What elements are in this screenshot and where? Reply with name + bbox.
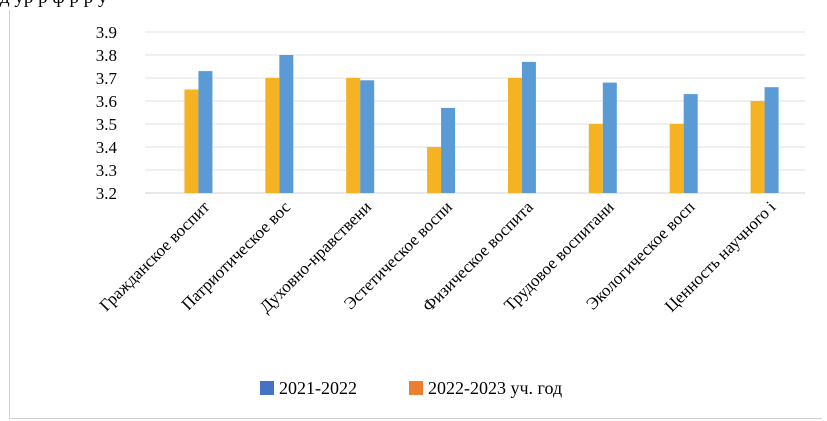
bar <box>521 61 536 194</box>
bar-chart: 3.2 3.3 3.4 3.5 3.6 3.7 3.8 3.9 Гражданское вос… <box>96 23 805 398</box>
y-tick-label: 3.4 <box>96 138 118 157</box>
y-tick-label: 3.3 <box>96 161 117 180</box>
bar <box>750 101 765 193</box>
bar <box>265 78 280 193</box>
y-tick-label: 3.7 <box>96 69 118 88</box>
cut-off-heading-text: д ур р ф р р у <box>0 0 827 11</box>
bar <box>198 71 213 193</box>
gridlines <box>145 31 805 194</box>
y-tick-label: 3.8 <box>96 46 117 65</box>
bar <box>279 55 294 193</box>
chart-frame: 3.2 3.3 3.4 3.5 3.6 3.7 3.8 3.9 Гражданское вос… <box>9 10 822 419</box>
y-tick-label: 3.2 <box>96 184 117 203</box>
bar <box>441 107 456 193</box>
bars <box>184 55 779 194</box>
bar <box>360 80 375 193</box>
legend-swatch <box>260 381 274 395</box>
bar <box>683 94 698 193</box>
bar <box>588 124 603 193</box>
y-tick-label: 3.9 <box>96 23 117 42</box>
bar <box>669 124 684 193</box>
legend: 2021-2022 2022-2023 уч. год <box>260 378 562 398</box>
y-axis-tick-labels: 3.2 3.3 3.4 3.5 3.6 3.7 3.8 3.9 <box>96 23 118 203</box>
bar <box>764 87 779 193</box>
legend-swatch <box>409 381 423 395</box>
bar <box>427 147 442 193</box>
y-tick-label: 3.6 <box>96 92 117 111</box>
legend-label: 2022-2023 уч. год <box>428 378 562 398</box>
bar <box>346 78 361 193</box>
bar <box>507 78 522 193</box>
legend-label: 2021-2022 <box>279 378 357 398</box>
bar <box>602 82 617 193</box>
y-tick-label: 3.5 <box>96 115 117 134</box>
bar <box>184 89 199 193</box>
